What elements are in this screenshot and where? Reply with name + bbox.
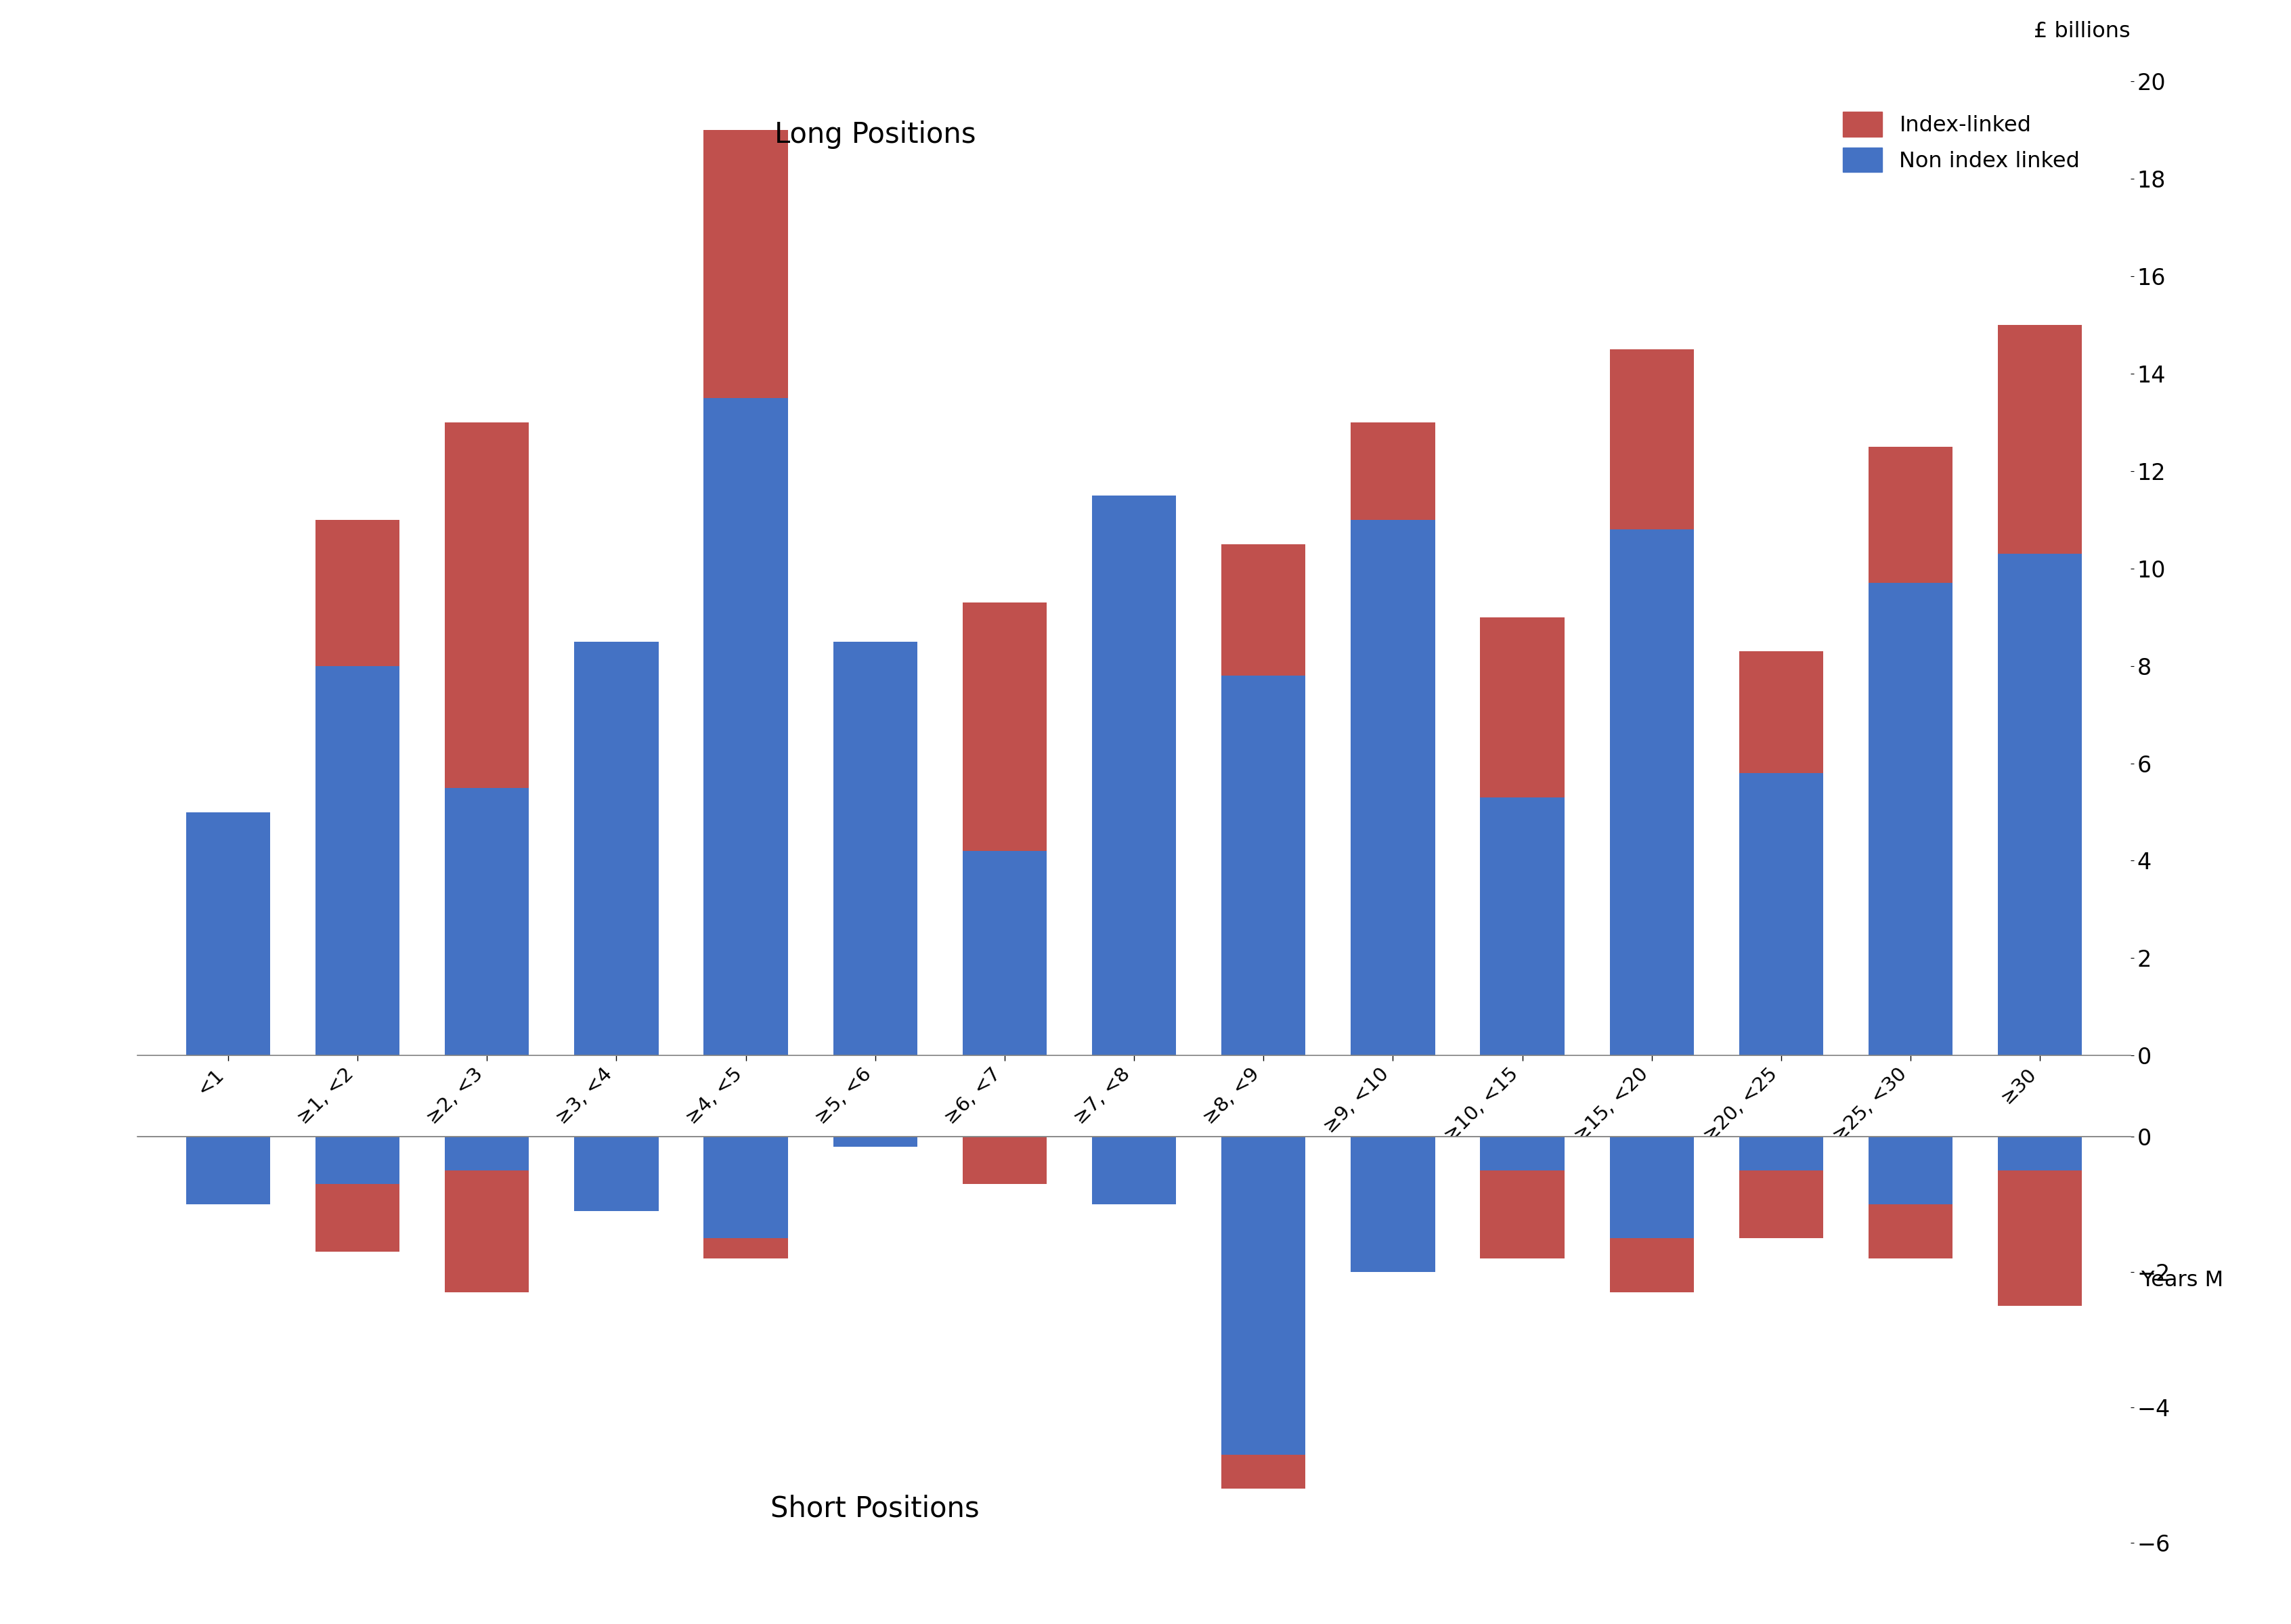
Bar xyxy=(1869,1205,1952,1259)
Bar xyxy=(1480,1171,1565,1259)
Bar xyxy=(1739,651,1824,773)
Bar xyxy=(444,1137,529,1171)
Bar xyxy=(1611,529,1693,1056)
Bar xyxy=(1480,1137,1565,1171)
Bar xyxy=(316,1184,399,1252)
Bar xyxy=(444,788,529,1056)
Bar xyxy=(834,641,916,1056)
Text: £ billions: £ billions xyxy=(2034,21,2131,42)
Bar xyxy=(1221,676,1306,1056)
Bar xyxy=(1869,1137,1952,1205)
Bar xyxy=(703,398,788,1056)
Bar xyxy=(316,520,399,666)
Bar xyxy=(316,666,399,1056)
Bar xyxy=(834,1137,916,1147)
Bar xyxy=(575,641,658,1056)
Bar xyxy=(962,851,1047,1056)
Text: Long Positions: Long Positions xyxy=(774,120,976,149)
Bar xyxy=(1739,1137,1824,1171)
Bar xyxy=(1221,544,1306,676)
Bar xyxy=(575,1137,658,1212)
Bar xyxy=(1869,447,1952,583)
Bar xyxy=(1352,1137,1434,1272)
Bar xyxy=(186,1137,270,1205)
Bar xyxy=(962,1137,1047,1184)
Bar xyxy=(1480,617,1565,797)
Bar xyxy=(1480,797,1565,1056)
Bar xyxy=(1221,1137,1306,1455)
Bar xyxy=(186,812,270,1056)
Bar xyxy=(1093,1137,1175,1205)
Bar xyxy=(1998,1171,2083,1306)
Bar xyxy=(1611,1237,1693,1293)
Bar xyxy=(1611,1137,1693,1237)
Bar xyxy=(444,1171,529,1293)
Bar xyxy=(703,1237,788,1259)
Bar xyxy=(703,1137,788,1237)
Bar xyxy=(1869,583,1952,1056)
Bar xyxy=(1998,554,2083,1056)
Bar xyxy=(1611,349,1693,529)
Bar xyxy=(1998,1137,2083,1171)
Bar xyxy=(1093,495,1175,1056)
Text: Years M: Years M xyxy=(2140,1270,2222,1291)
Bar xyxy=(1352,520,1434,1056)
Bar xyxy=(1352,422,1434,520)
Bar xyxy=(1739,1171,1824,1237)
Bar xyxy=(703,130,788,398)
Bar xyxy=(316,1137,399,1184)
Legend: Index-linked, Non index linked: Index-linked, Non index linked xyxy=(1842,112,2080,172)
Bar xyxy=(1221,1455,1306,1489)
Text: Short Positions: Short Positions xyxy=(770,1494,981,1523)
Bar xyxy=(1739,773,1824,1056)
Bar xyxy=(444,422,529,788)
Bar xyxy=(962,603,1047,851)
Bar xyxy=(1998,325,2083,554)
